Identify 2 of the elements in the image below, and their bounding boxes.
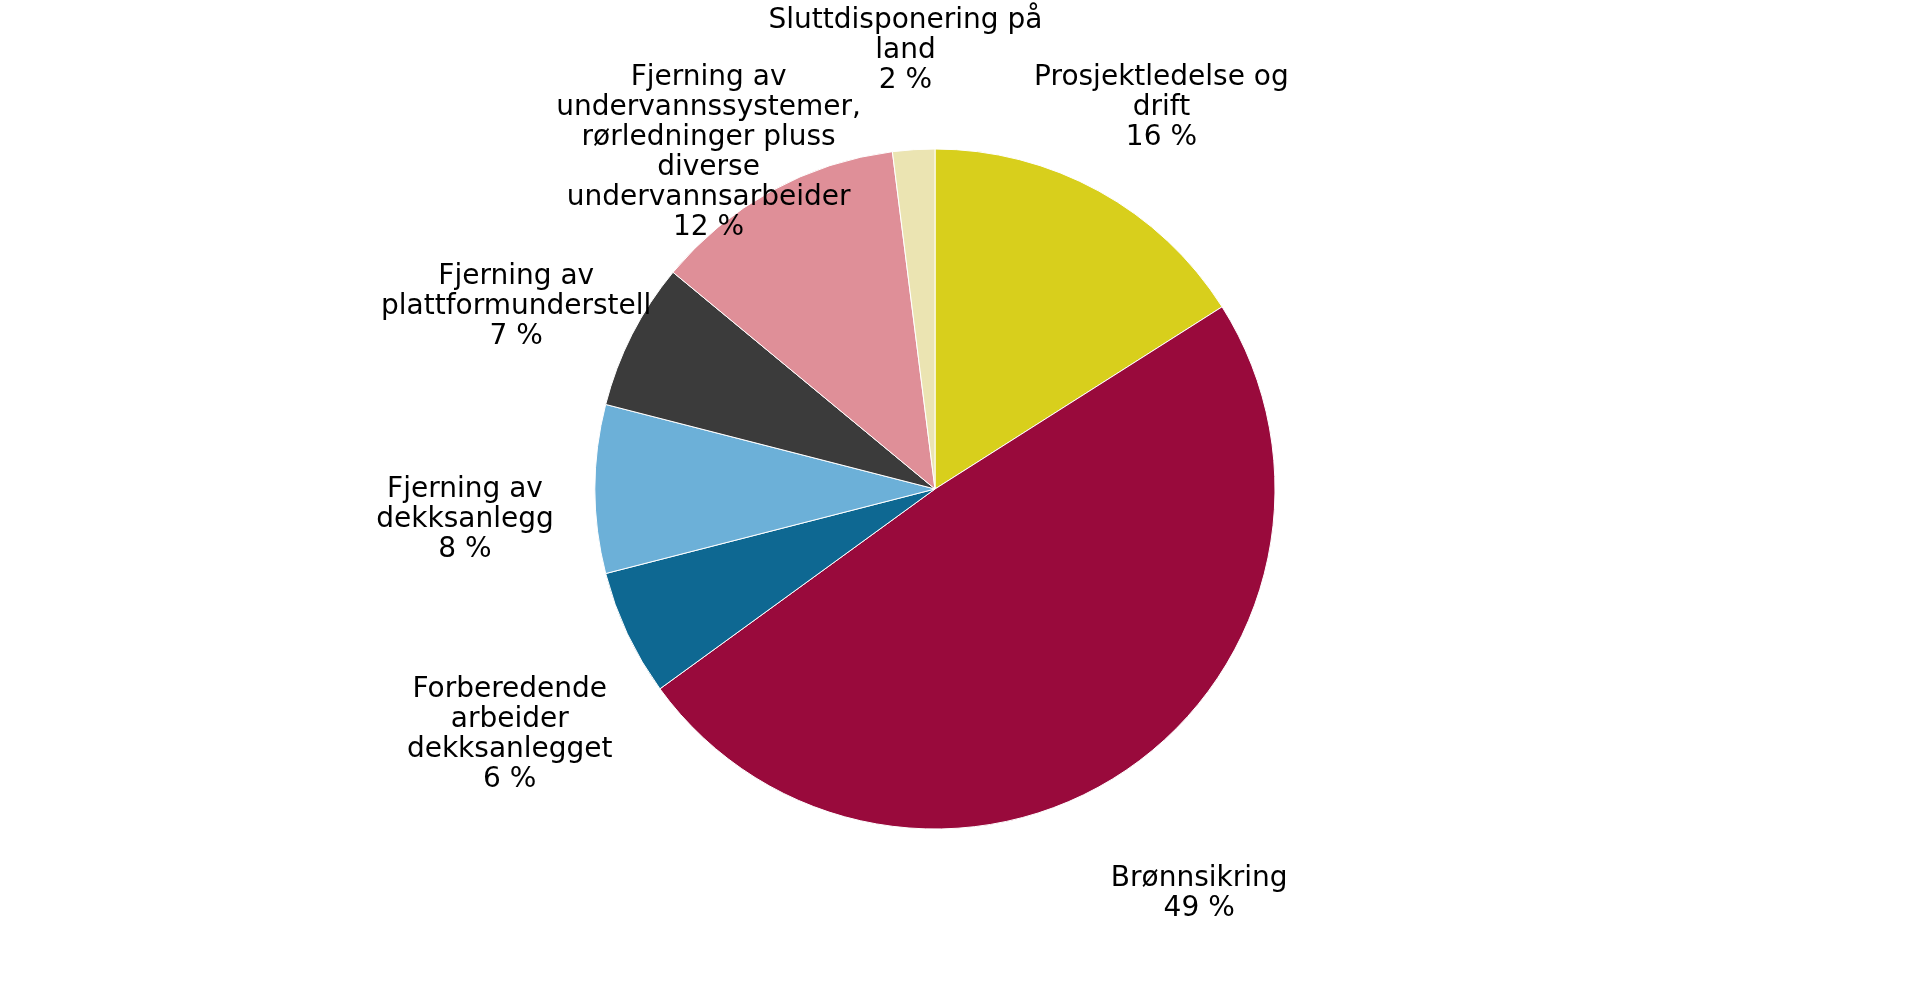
data-label: 8 % — [438, 531, 492, 564]
slice-label: Fjerning av dekksanlegg — [376, 471, 554, 534]
